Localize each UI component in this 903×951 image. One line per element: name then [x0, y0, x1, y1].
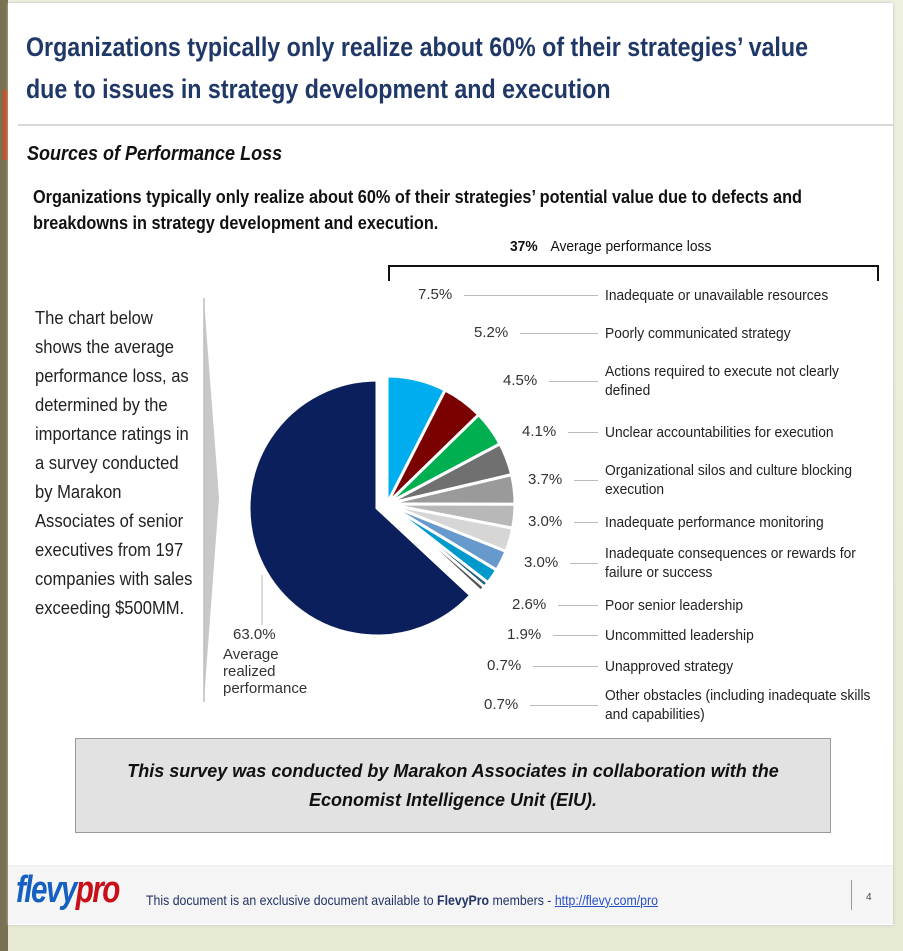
page-title: Organizations typically only realize abo… — [26, 26, 808, 110]
leader-line — [530, 705, 598, 706]
footer-divider — [851, 880, 852, 910]
slice-value-label: 4.1% — [522, 423, 557, 440]
slice-category-label: Unclear accountabilities for execution — [605, 424, 834, 441]
leader-line — [574, 480, 598, 481]
slice-value-label: 3.0% — [524, 554, 559, 571]
intro-line: Organizations typically only realize abo… — [33, 186, 802, 207]
slice-value-label: 4.5% — [503, 372, 538, 389]
realized-value: 63.0% — [233, 626, 276, 643]
slice-category-label: Poorly communicated strategy — [605, 325, 791, 342]
loss-bracket — [388, 265, 879, 281]
accent-mark — [3, 90, 9, 160]
slice-value-label: 2.6% — [512, 596, 547, 613]
intro-line: breakdowns in strategy development and e… — [33, 212, 439, 233]
left-border — [0, 0, 8, 951]
slice-category-label: Actions required to execute not clearly … — [605, 363, 839, 399]
logo-part: flevy — [16, 869, 77, 911]
slice-category-label: Inadequate consequences or rewards for f… — [605, 545, 856, 581]
loss-value: 37% — [510, 238, 538, 255]
realized-label: 63.0% Average realized performance — [223, 626, 313, 697]
pie-slice — [385, 502, 487, 594]
footer-text: This document is an exclusive document a… — [146, 892, 658, 908]
footer-link[interactable]: http://flevy.com/pro — [554, 892, 658, 908]
slice-category-label: Uncommitted leadership — [605, 627, 754, 644]
flevypro-logo: flevypro — [16, 869, 121, 912]
leader-line — [558, 605, 598, 606]
footer-text-after: members - — [489, 892, 555, 908]
arrow-shape — [204, 300, 219, 700]
loss-header: 37% Average performance loss — [510, 238, 711, 255]
slice-category-label: Unapproved strategy — [605, 658, 734, 675]
note-text: This survey was conducted by Marakon Ass… — [127, 760, 779, 810]
survey-note: This survey was conducted by Marakon Ass… — [75, 738, 831, 833]
loss-label: Average performance loss — [550, 238, 712, 255]
leader-line — [568, 432, 598, 433]
realized-text: Average realized performance — [223, 646, 308, 697]
slice-value-label: 3.0% — [528, 513, 563, 530]
footer-brand: FlevyPro — [437, 892, 490, 908]
title-divider — [18, 124, 893, 126]
logo-part: pro — [75, 869, 121, 911]
slice-value-label: 3.7% — [528, 471, 563, 488]
leader-line — [520, 333, 598, 334]
slice-value-label: 7.5% — [418, 286, 453, 303]
footer — [8, 865, 893, 924]
intro-text: Organizations typically only realize abo… — [33, 184, 802, 236]
slice-value-label: 5.2% — [474, 324, 509, 341]
title-line: Organizations typically only realize abo… — [26, 32, 808, 62]
leader-line — [553, 635, 598, 636]
title-line: due to issues in strategy development an… — [26, 74, 611, 104]
page-number: 4 — [866, 892, 872, 903]
side-description: The chart below shows the average perfor… — [35, 308, 193, 618]
slice-value-label: 0.7% — [484, 696, 519, 713]
leader-line — [464, 295, 598, 296]
section-subtitle: Sources of Performance Loss — [27, 143, 283, 165]
slice-category-label: Poor senior leadership — [605, 597, 744, 614]
slice-category-label: Other obstacles (including inadequate sk… — [605, 687, 871, 723]
footer-text-before: This document is an exclusive document a… — [146, 892, 438, 908]
slice-category-label: Inadequate performance monitoring — [605, 514, 824, 531]
leader-line — [570, 563, 598, 564]
leader-line — [549, 381, 598, 382]
slice-category-label: Inadequate or unavailable resources — [605, 287, 829, 304]
slice-value-label: 0.7% — [487, 657, 522, 674]
leader-line — [533, 666, 598, 667]
slice-category-label: Organizational silos and culture blockin… — [605, 462, 853, 498]
slice-value-label: 1.9% — [507, 626, 542, 643]
leader-line — [574, 522, 598, 523]
pie-slice-realized — [247, 378, 473, 638]
